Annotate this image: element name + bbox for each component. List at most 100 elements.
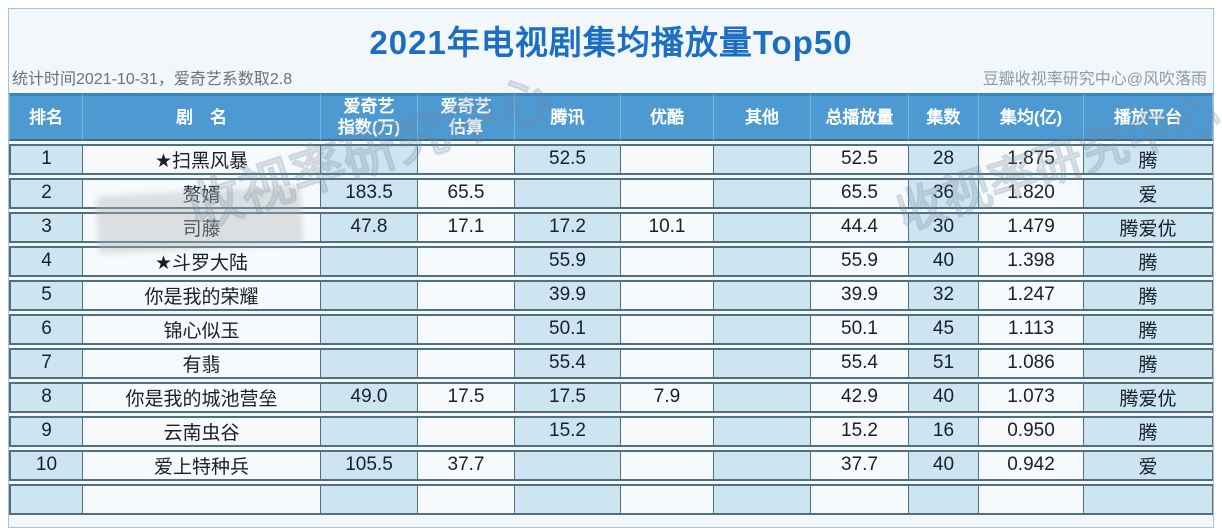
- cell-iqiyi-index: [321, 415, 418, 447]
- cell-rank: 7: [9, 347, 83, 379]
- cell-youku: 7.9: [621, 381, 714, 413]
- cell-other: [714, 347, 811, 379]
- cell-iqiyi-estimate: 17.5: [418, 381, 515, 413]
- table-row-9: 9 云南虫谷 15.2 15.2 16 0.950 腾: [9, 415, 1213, 447]
- cell-other: [714, 211, 811, 243]
- cell-avg-per-episode: 0.950: [979, 415, 1084, 447]
- cell-title: [83, 483, 321, 515]
- cell-rank: 6: [9, 313, 83, 345]
- cell-tencent: 55.4: [515, 347, 621, 379]
- cell-iqiyi-index: [321, 347, 418, 379]
- table-row-8: 8 你是我的城池营垒 49.0 17.5 17.5 7.9 42.9 40 1.073 腾爱优: [9, 381, 1213, 413]
- cell-platforms: 腾: [1084, 347, 1213, 379]
- cell-total-plays: 42.9: [811, 381, 909, 413]
- cell-title: 有翡: [83, 347, 321, 379]
- cell-iqiyi-index: 183.5: [321, 177, 418, 209]
- cell-rank: 9: [9, 415, 83, 447]
- cell-episodes: 45: [909, 313, 979, 345]
- column-header-iqiyi-estimate: 爱奇艺 估算: [418, 93, 515, 141]
- cell-platforms: 腾: [1084, 415, 1213, 447]
- column-header-other: 其他: [714, 93, 811, 141]
- cell-avg-per-episode: 1.086: [979, 347, 1084, 379]
- table-row-2: 2 赘婿 183.5 65.5 65.5 36 1.820 爱: [9, 177, 1213, 209]
- cell-title: 锦心似玉: [83, 313, 321, 345]
- table-row-1: 1 ★扫黑风暴 52.5 52.5 28 1.875 腾: [9, 143, 1213, 175]
- cell-episodes: 16: [909, 415, 979, 447]
- ranking-table: 排名剧 名爱奇艺 指数(万) 爱奇艺 估算 腾讯 优酷 其他 总播放量 集数 集均(亿) 播放平…: [9, 90, 1213, 518]
- cell-other: [714, 279, 811, 311]
- cell-iqiyi-estimate: [418, 245, 515, 277]
- cell-avg-per-episode: 1.247: [979, 279, 1084, 311]
- column-header-youku: 优酷: [621, 93, 714, 141]
- cell-iqiyi-index: [321, 483, 418, 515]
- cell-tencent: 17.5: [515, 381, 621, 413]
- cell-iqiyi-estimate: 17.1: [418, 211, 515, 243]
- cell-iqiyi-index: 105.5: [321, 449, 418, 481]
- cell-iqiyi-estimate: 65.5: [418, 177, 515, 209]
- column-header-total-plays: 总播放量: [811, 93, 909, 141]
- table-row-3: 3 司藤 47.8 17.1 17.2 10.1 44.4 30 1.479 腾爱优: [9, 211, 1213, 243]
- table-row-4: 4 ★斗罗大陆 55.9 55.9 40 1.398 腾: [9, 245, 1213, 277]
- cell-avg-per-episode: 1.073: [979, 381, 1084, 413]
- column-header-iqiyi-index: 爱奇艺 指数(万): [321, 93, 418, 141]
- column-header-tencent: 腾讯: [515, 93, 621, 141]
- column-header-episodes: 集数: [909, 93, 979, 141]
- cell-tencent: [515, 177, 621, 209]
- cell-rank: 2: [9, 177, 83, 209]
- cell-episodes: 28: [909, 143, 979, 175]
- cell-avg-per-episode: 1.479: [979, 211, 1084, 243]
- cell-youku: [621, 415, 714, 447]
- cell-tencent: 39.9: [515, 279, 621, 311]
- table-header-row: 排名剧 名爱奇艺 指数(万) 爱奇艺 估算 腾讯 优酷 其他 总播放量 集数 集均(亿) 播放平…: [9, 93, 1213, 141]
- cell-total-plays: [811, 483, 909, 515]
- cell-title: ★扫黑风暴: [83, 143, 321, 175]
- cell-total-plays: 39.9: [811, 279, 909, 311]
- cell-avg-per-episode: 1.113: [979, 313, 1084, 345]
- cell-other: [714, 449, 811, 481]
- cell-title: 你是我的城池营垒: [83, 381, 321, 413]
- cell-tencent: 52.5: [515, 143, 621, 175]
- cell-tencent: 17.2: [515, 211, 621, 243]
- cell-other: [714, 143, 811, 175]
- cell-tencent: 15.2: [515, 415, 621, 447]
- cell-iqiyi-estimate: [418, 313, 515, 345]
- cell-total-plays: 52.5: [811, 143, 909, 175]
- cell-other: [714, 381, 811, 413]
- cell-platforms: 腾爱优: [1084, 381, 1213, 413]
- infographic-frame: 2021年电视剧集均播放量Top50 统计时间2021-10-31，爱奇艺系数取…: [8, 8, 1222, 528]
- cell-platforms: [1084, 483, 1213, 515]
- table-row-7: 7 有翡 55.4 55.4 51 1.086 腾: [9, 347, 1213, 379]
- cell-title: 司藤: [83, 211, 321, 243]
- cell-tencent: [515, 483, 621, 515]
- table-row-partial: [9, 483, 1213, 515]
- stat-note: 统计时间2021-10-31，爱奇艺系数取2.8: [12, 71, 293, 88]
- table-row-6: 6 锦心似玉 50.1 50.1 45 1.113 腾: [9, 313, 1213, 345]
- cell-rank: 10: [9, 449, 83, 481]
- credit-text: 豆瓣收视率研究中心@风吹落雨: [982, 71, 1207, 88]
- cell-youku: [621, 143, 714, 175]
- cell-total-plays: 44.4: [811, 211, 909, 243]
- cell-other: [714, 245, 811, 277]
- cell-title: 赘婿: [83, 177, 321, 209]
- cell-platforms: 腾: [1084, 245, 1213, 277]
- cell-rank: 5: [9, 279, 83, 311]
- cell-iqiyi-index: 49.0: [321, 381, 418, 413]
- table-row-10: 10 爱上特种兵 105.5 37.7 37.7 40 0.942 爱: [9, 449, 1213, 481]
- cell-other: [714, 415, 811, 447]
- cell-iqiyi-index: [321, 143, 418, 175]
- cell-other: [714, 313, 811, 345]
- cell-total-plays: 55.9: [811, 245, 909, 277]
- table-row-5: 5 你是我的荣耀 39.9 39.9 32 1.247 腾: [9, 279, 1213, 311]
- cell-youku: [621, 313, 714, 345]
- cell-rank: [9, 483, 83, 515]
- cell-total-plays: 15.2: [811, 415, 909, 447]
- cell-youku: [621, 177, 714, 209]
- cell-iqiyi-index: [321, 245, 418, 277]
- column-header-avg-per-episode: 集均(亿): [979, 93, 1084, 141]
- column-header-rank: 排名: [9, 93, 83, 141]
- cell-episodes: 36: [909, 177, 979, 209]
- column-header-title: 剧 名: [83, 93, 321, 141]
- cell-tencent: 55.9: [515, 245, 621, 277]
- cell-platforms: 爱: [1084, 177, 1213, 209]
- cell-platforms: 腾爱优: [1084, 211, 1213, 243]
